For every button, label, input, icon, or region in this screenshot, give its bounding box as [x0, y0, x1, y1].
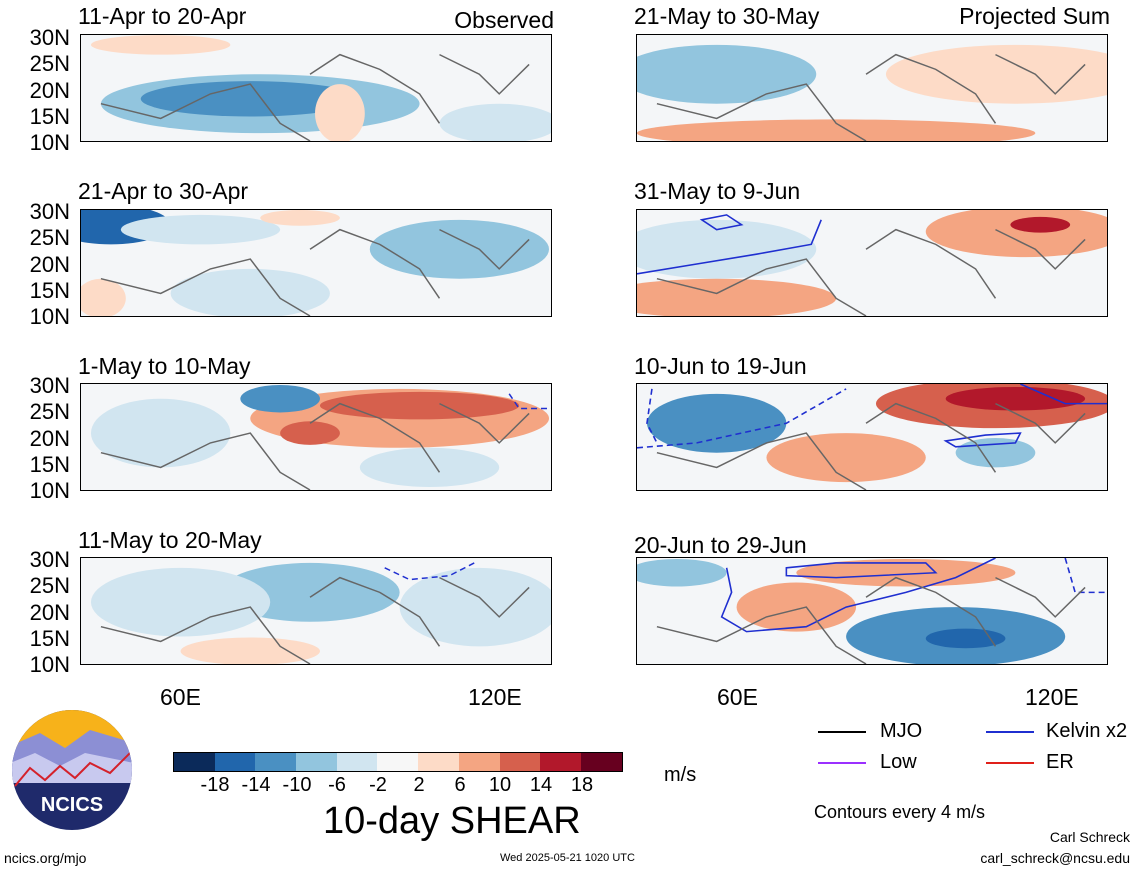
panel-title-left-4: 11-May to 20-May [78, 527, 262, 553]
panel-title-right-3: 10-Jun to 19-Jun [634, 353, 807, 379]
lat-label: 15N [29, 104, 70, 129]
panel-title-left-1: 11-Apr to 20-Apr [78, 3, 247, 29]
lat-label: 25N [29, 399, 70, 424]
lat-label: 10N [29, 130, 70, 155]
map-panel-left-4 [80, 557, 552, 665]
colorbar-tick: -18 [200, 774, 230, 796]
colorbar-swatch-6 [418, 753, 459, 771]
panel-title-right-2: 31-May to 9-Jun [634, 178, 801, 204]
colorbar-swatch-8 [499, 753, 541, 771]
legend-mjo-label: MJO [880, 720, 923, 742]
colorbar-tick: 10 [488, 774, 512, 796]
colorbar-tick: -6 [328, 774, 346, 796]
colorbar-tick: -14 [241, 774, 271, 796]
colorbar-swatch-0 [174, 753, 215, 771]
panel-title-right-1: 21-May to 30-May [634, 3, 820, 29]
map-panel-right-4 [636, 557, 1108, 665]
colorbar-tick: 18 [570, 774, 594, 796]
colorbar-swatch-2 [255, 753, 297, 771]
map-panel-right-2 [636, 209, 1108, 317]
legend-low-label: Low [880, 751, 917, 773]
legend-kelvin-line [986, 731, 1034, 733]
footer-author: Carl Schreck [1049, 829, 1130, 845]
lat-label: 20N [29, 600, 70, 625]
colorbar-swatch-1 [214, 753, 256, 771]
colorbar-swatch-9 [540, 753, 581, 771]
map-panel-right-1 [636, 34, 1108, 142]
lat-label: 20N [29, 78, 70, 103]
legend-kelvin-label: Kelvin x2 [1046, 720, 1128, 742]
legend-low-line [818, 762, 866, 764]
observed-label: Observed [454, 7, 554, 33]
logo-text: NCICS [41, 794, 103, 816]
map-panel-left-3 [80, 383, 552, 491]
lat-label: 25N [29, 51, 70, 76]
lat-label: 20N [29, 426, 70, 451]
colorbar-tick: 14 [529, 774, 553, 796]
contours-note: Contours every 4 m/s [814, 802, 986, 822]
lat-label: 25N [29, 573, 70, 598]
lon-label: 60E [717, 684, 758, 710]
colorbar-tick: 2 [413, 774, 425, 796]
map-panel-left-1 [80, 34, 552, 142]
lat-label: 10N [29, 304, 70, 329]
colorbar-tick: -10 [282, 774, 312, 796]
legend-er-label: ER [1046, 751, 1074, 773]
lat-label: 10N [29, 652, 70, 677]
lat-label: 20N [29, 252, 70, 277]
footer-timestamp: Wed 2025-05-21 1020 UTC [500, 852, 635, 864]
colorbar-swatch-5 [377, 753, 419, 771]
lat-label: 25N [29, 225, 70, 250]
panel-title-left-3: 1-May to 10-May [78, 353, 251, 379]
footer-url[interactable]: ncics.org/mjo [4, 850, 87, 866]
panel-title-left-2: 21-Apr to 30-Apr [78, 178, 249, 204]
lon-label: 120E [1025, 684, 1079, 710]
lat-label: 30N [29, 373, 70, 398]
lon-label: 60E [160, 684, 201, 710]
lat-label: 15N [29, 626, 70, 651]
map-panel-right-3 [636, 383, 1108, 491]
colorbar-swatch-7 [458, 753, 500, 771]
panel-title-right-4: 20-Jun to 29-Jun [634, 532, 807, 558]
map-panel-left-2 [80, 209, 552, 317]
colorbar-tick: 6 [454, 774, 466, 796]
projected-label: Projected Sum [959, 3, 1110, 29]
colorbar [173, 752, 623, 772]
colorbar-swatch-10 [580, 753, 622, 771]
colorbar-title: 10-day SHEAR [323, 800, 581, 842]
colorbar-swatch-4 [336, 753, 378, 771]
legend-er-line [986, 762, 1034, 764]
legend-mjo-line [818, 731, 866, 733]
lat-label: 30N [29, 25, 70, 50]
lat-label: 15N [29, 278, 70, 303]
lat-label: 30N [29, 199, 70, 224]
colorbar-swatch-3 [296, 753, 337, 771]
footer-email[interactable]: carl_schreck@ncsu.edu [980, 850, 1130, 866]
ncics-logo: NCICS [10, 708, 134, 832]
lon-label: 120E [468, 684, 522, 710]
lat-label: 30N [29, 547, 70, 572]
colorbar-tick: -2 [369, 774, 387, 796]
colorbar-units: m/s [664, 764, 697, 786]
lat-label: 15N [29, 452, 70, 477]
lat-label: 10N [29, 478, 70, 503]
